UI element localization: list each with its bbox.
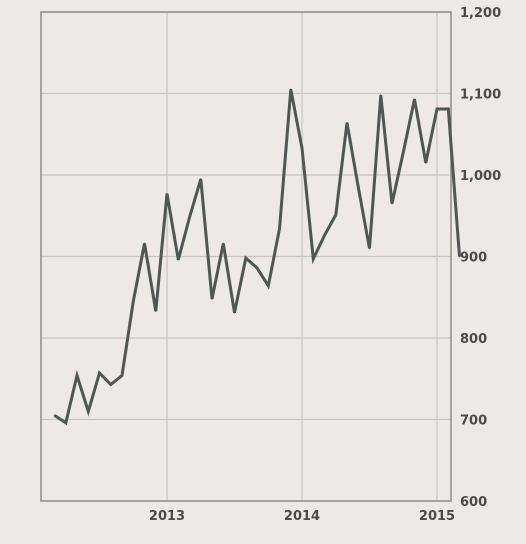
x-tick-label-2013: 2013 <box>149 509 185 524</box>
y-tick-label-700: 700 <box>460 414 487 429</box>
x-tick-label-2014: 2014 <box>284 509 320 524</box>
data-point <box>334 214 337 216</box>
gridlines <box>41 12 451 501</box>
data-point <box>64 421 67 424</box>
y-tick-label-1000: 1,000 <box>460 169 501 184</box>
data-point <box>166 192 168 195</box>
y-tick-label-600: 600 <box>460 495 487 510</box>
data-point <box>211 298 213 300</box>
data-point <box>402 151 405 153</box>
y-tick-label-800: 800 <box>460 332 487 347</box>
data-point <box>413 98 416 101</box>
y-tick-label-1100: 1,100 <box>460 88 501 103</box>
data-point <box>233 311 236 314</box>
data-point <box>222 242 225 245</box>
data-point <box>301 147 303 149</box>
data-point <box>244 257 247 259</box>
data-point <box>143 242 146 245</box>
data-point <box>278 227 281 230</box>
data-point <box>312 258 315 260</box>
x-axis-ticks: 2013 2014 2015 <box>149 509 455 524</box>
data-point <box>76 374 78 377</box>
y-tick-label-1200: 1,200 <box>460 6 501 21</box>
data-point <box>368 247 371 250</box>
data-point <box>154 310 157 312</box>
data-point <box>87 410 90 413</box>
plot-area-border <box>40 11 452 502</box>
data-point <box>391 202 393 205</box>
data-point <box>424 161 427 164</box>
data-point <box>256 267 258 269</box>
y-tick-label-900: 900 <box>460 251 487 266</box>
data-point <box>458 255 461 258</box>
data-point <box>199 178 202 180</box>
data-point <box>357 186 360 189</box>
data-point <box>109 383 112 386</box>
x-tick-label-2015: 2015 <box>419 509 455 524</box>
data-point <box>121 374 123 377</box>
y-axis-ticks: 600 700 800 900 1,000 1,100 1,200 <box>460 6 501 510</box>
data-point <box>53 414 56 417</box>
data-point <box>447 108 450 110</box>
series-layer <box>53 88 461 426</box>
data-point <box>188 216 191 219</box>
data-point <box>436 108 438 110</box>
data-point <box>98 372 101 374</box>
data-point <box>323 234 326 237</box>
data-point <box>346 122 348 124</box>
data-point <box>379 94 382 96</box>
data-point <box>267 285 270 287</box>
data-point <box>132 300 135 303</box>
data-point <box>289 88 292 91</box>
data-point <box>177 258 180 261</box>
